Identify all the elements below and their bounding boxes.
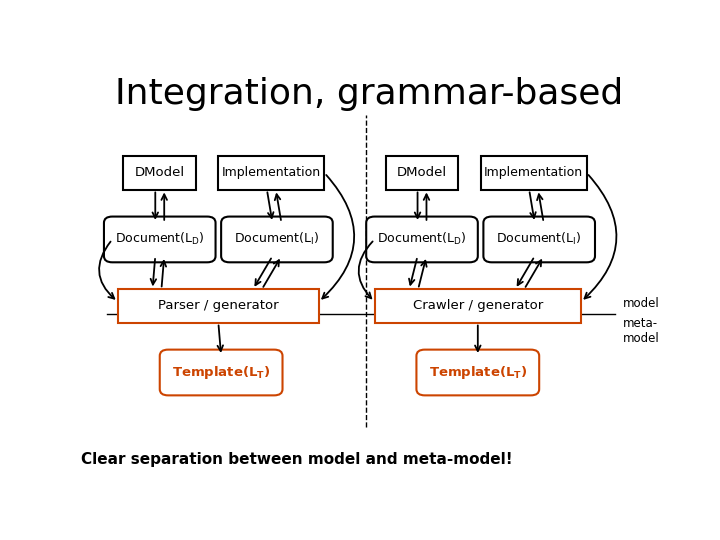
Text: Template(L$_\mathregular{T}$): Template(L$_\mathregular{T}$) [172,364,270,381]
Text: Document(L$_\mathregular{D}$): Document(L$_\mathregular{D}$) [377,231,467,247]
Text: Implementation: Implementation [222,166,321,179]
Text: DModel: DModel [135,166,185,179]
Text: Template(L$_\mathregular{T}$): Template(L$_\mathregular{T}$) [428,364,527,381]
FancyBboxPatch shape [416,349,539,395]
Text: model: model [623,298,660,310]
FancyBboxPatch shape [366,217,478,262]
Text: Crawler / generator: Crawler / generator [413,300,543,313]
Text: Implementation: Implementation [484,166,583,179]
Text: meta-
model: meta- model [623,317,660,345]
FancyBboxPatch shape [104,217,215,262]
FancyBboxPatch shape [221,217,333,262]
FancyBboxPatch shape [124,156,196,190]
Text: DModel: DModel [397,166,447,179]
FancyBboxPatch shape [118,289,319,322]
Text: Document(L$_\mathregular{D}$): Document(L$_\mathregular{D}$) [115,231,204,247]
FancyBboxPatch shape [483,217,595,262]
Text: Clear separation between model and meta-model!: Clear separation between model and meta-… [81,453,512,467]
Text: Parser / generator: Parser / generator [158,300,279,313]
FancyBboxPatch shape [386,156,459,190]
Text: Document(L$_\mathregular{I}$): Document(L$_\mathregular{I}$) [234,231,320,247]
Text: Document(L$_\mathregular{I}$): Document(L$_\mathregular{I}$) [497,231,582,247]
FancyBboxPatch shape [374,289,581,322]
FancyBboxPatch shape [481,156,587,190]
FancyBboxPatch shape [218,156,324,190]
FancyBboxPatch shape [160,349,282,395]
Text: Integration, grammar-based: Integration, grammar-based [115,77,623,111]
